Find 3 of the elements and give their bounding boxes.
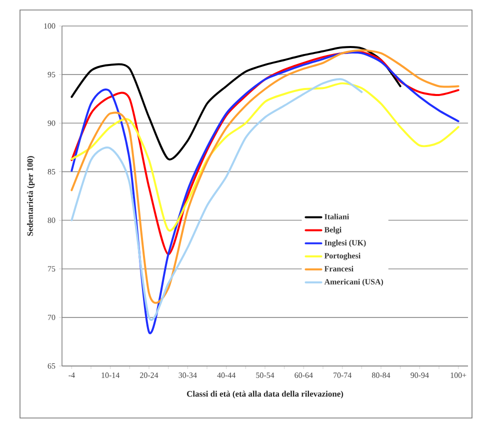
y-axis-title: Sedentarietà (per 100) — [26, 156, 35, 236]
x-axis-title: Classi di età (età alla data della rilevazione) — [186, 390, 344, 398]
line-series — [70, 46, 402, 160]
